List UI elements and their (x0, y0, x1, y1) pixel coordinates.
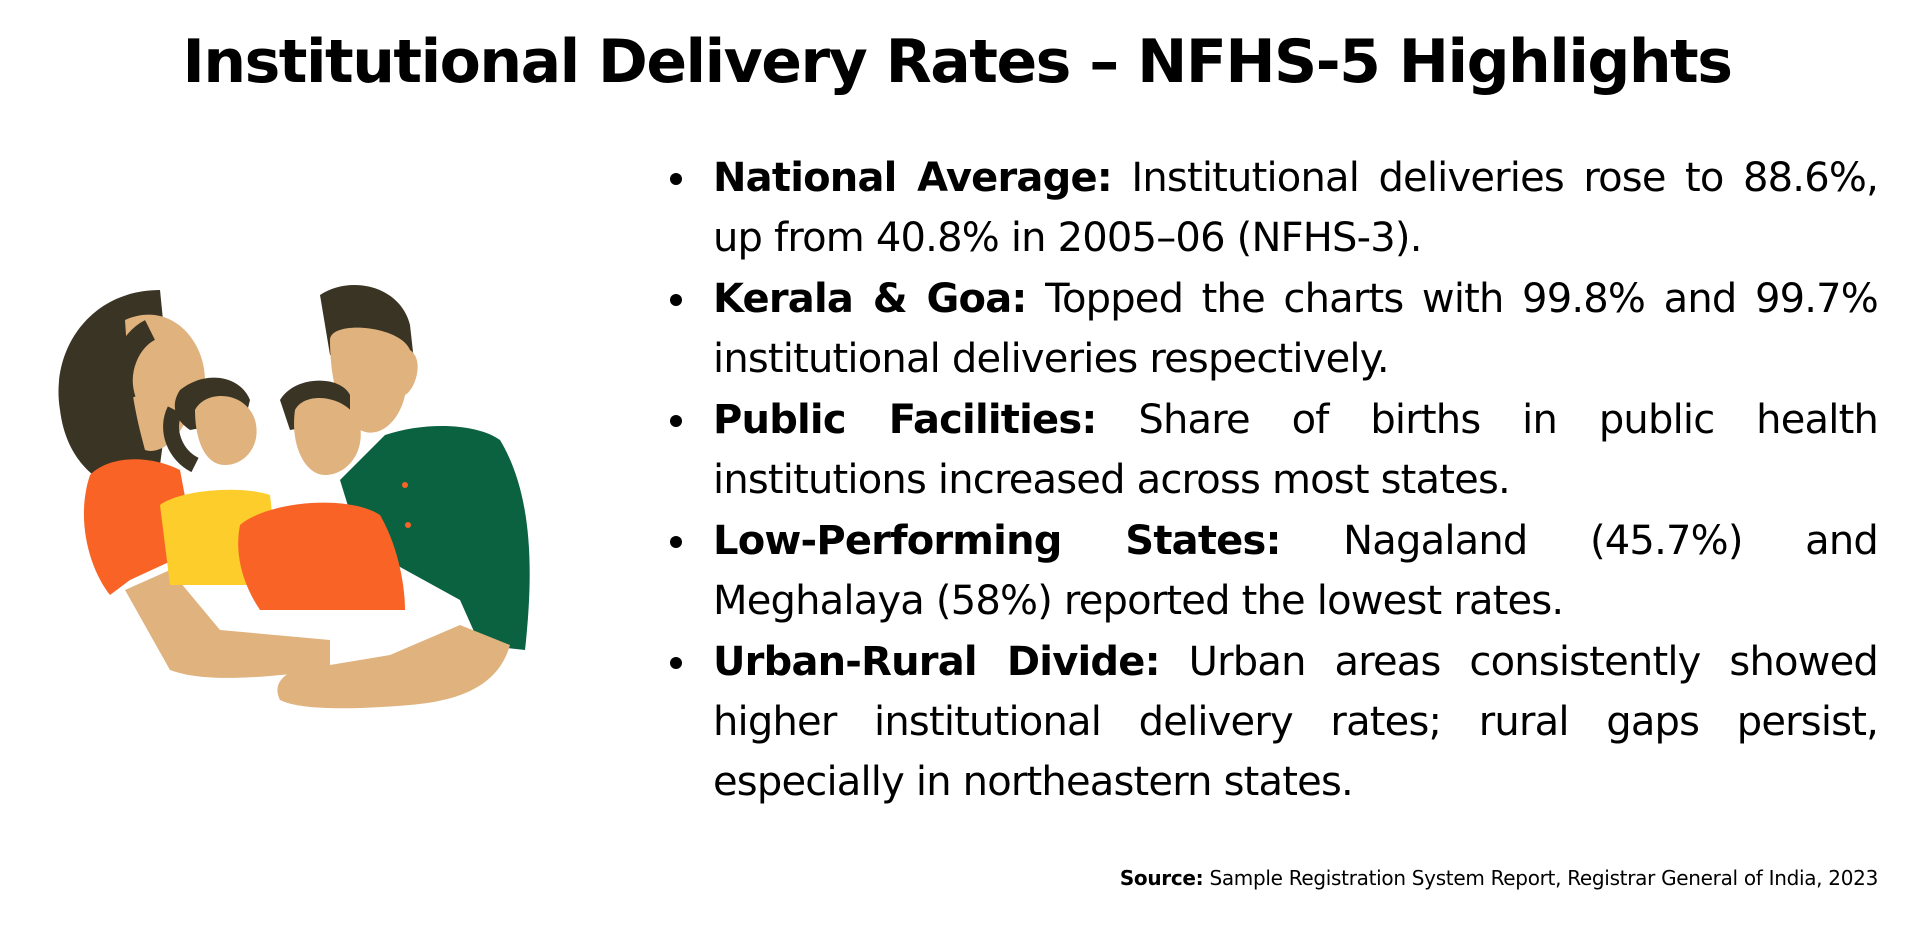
bullet-icon (670, 415, 682, 427)
bullet-icon (670, 294, 682, 306)
bullet-label: National Average: (713, 155, 1113, 201)
bullet-text: Urban areas consistently showed higher i… (713, 639, 1879, 805)
bullet-label: Urban-Rural Divide: (713, 639, 1161, 685)
bullet-label: Kerala & Goa: (713, 276, 1027, 322)
source-citation: Source: Sample Registration System Repor… (1120, 866, 1878, 890)
bullet-icon (670, 536, 682, 548)
bullet-label: Public Facilities: (713, 397, 1097, 443)
bullet-label: Low-Performing States: (713, 518, 1281, 564)
highlights-list: National Average: Institutional deliveri… (668, 148, 1879, 813)
list-item-public-facilities: Public Facilities: Share of births in pu… (668, 390, 1879, 510)
source-label: Source: (1119, 866, 1204, 890)
list-item-kerala-goa: Kerala & Goa: Topped the charts with 99.… (668, 269, 1879, 389)
list-item-national-average: National Average: Institutional deliveri… (668, 148, 1879, 268)
bullet-text: Institutional deliveries rose to 88.6%, … (713, 155, 1879, 261)
bullet-text: Nagaland (45.7%) and Meghalaya (58%) rep… (713, 518, 1879, 624)
bullet-text: Share of births in public health institu… (713, 397, 1879, 503)
bullet-text: Topped the charts with 99.8% and 99.7% i… (713, 276, 1879, 382)
list-item-urban-rural-divide: Urban-Rural Divide: Urban areas consiste… (668, 632, 1879, 812)
family-illustration-icon (30, 280, 650, 725)
bullet-icon (670, 173, 682, 185)
bullet-icon (670, 657, 682, 669)
source-text: Sample Registration System Report, Regis… (1203, 866, 1878, 890)
list-item-low-performing-states: Low-Performing States: Nagaland (45.7%) … (668, 511, 1879, 631)
page-title: Institutional Delivery Rates – NFHS-5 Hi… (182, 27, 1733, 97)
